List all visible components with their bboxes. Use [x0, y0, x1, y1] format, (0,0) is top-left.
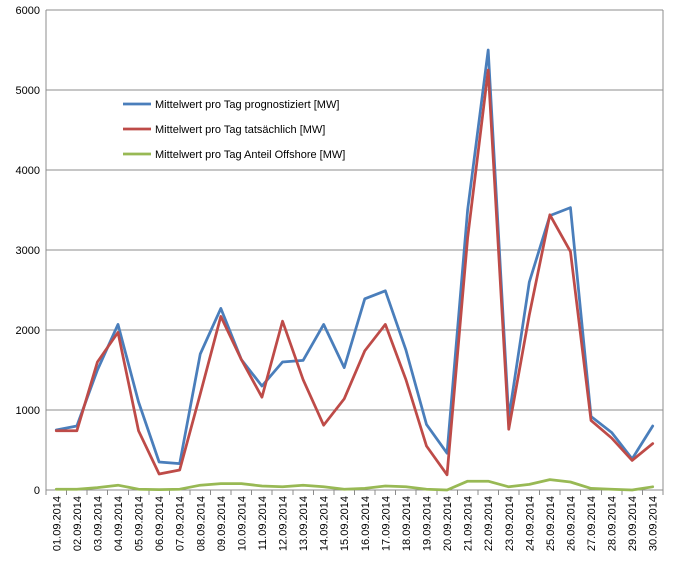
x-tick-label: 13.09.2014 — [298, 496, 310, 551]
x-tick-label: 27.09.2014 — [586, 496, 598, 551]
x-tick-label: 07.09.2014 — [175, 496, 187, 551]
x-tick-label: 14.09.2014 — [319, 496, 331, 551]
x-tick-label: 22.09.2014 — [483, 496, 495, 551]
legend-label: Mittelwert pro Tag prognostiziert [MW] — [155, 99, 339, 111]
x-tick-label: 28.09.2014 — [607, 496, 619, 551]
x-tick-label: 29.09.2014 — [627, 496, 639, 551]
x-tick-label: 20.09.2014 — [442, 496, 454, 551]
grid — [46, 9, 663, 411]
x-tick-label: 21.09.2014 — [463, 496, 475, 551]
y-tick-label: 6000 — [16, 5, 40, 17]
x-tick-label: 01.09.2014 — [51, 496, 63, 551]
x-tick-label: 08.09.2014 — [195, 496, 207, 551]
y-tick-label: 2000 — [16, 325, 40, 337]
series-line-1 — [54, 48, 655, 465]
axes: 0 1000 2000 3000 4000 5000 6000 01.09.2014 02.09… — [16, 5, 664, 551]
legend-label: Mittelwert pro Tag Anteil Offshore [MW] — [155, 149, 345, 161]
x-tick-label: 05.09.2014 — [134, 496, 146, 551]
x-tick-label: 03.09.2014 — [92, 496, 104, 551]
x-tick-label: 17.09.2014 — [380, 496, 392, 551]
series-line-2 — [54, 68, 655, 477]
y-tick-label: 3000 — [16, 245, 40, 257]
series-line-3 — [54, 478, 655, 492]
x-tick-label: 02.09.2014 — [72, 496, 84, 551]
x-tick-label: 30.09.2014 — [648, 496, 660, 551]
x-tick-label: 12.09.2014 — [278, 496, 290, 551]
y-tick-label: 0 — [34, 485, 40, 497]
y-tick-label: 1000 — [16, 405, 40, 417]
x-tick-label: 09.09.2014 — [216, 496, 228, 551]
x-tick-label: 18.09.2014 — [401, 496, 413, 551]
x-tick-label: 16.09.2014 — [360, 496, 372, 551]
x-tick-label: 25.09.2014 — [545, 496, 557, 551]
x-tick-label: 06.09.2014 — [154, 496, 166, 551]
x-tick-label: 23.09.2014 — [504, 496, 516, 551]
legend-label: Mittelwert pro Tag tatsächlich [MW] — [155, 124, 325, 136]
x-tick-label: 26.09.2014 — [565, 496, 577, 551]
x-tick-label: 24.09.2014 — [524, 496, 536, 551]
y-tick-label: 5000 — [16, 85, 40, 97]
x-tick-label: 04.09.2014 — [113, 496, 125, 551]
x-tick-label: 11.09.2014 — [257, 496, 269, 550]
legend: Mittelwert pro Tag prognostiziert [MW] Mi… — [123, 99, 345, 161]
x-tick-label: 10.09.2014 — [236, 496, 248, 551]
series-lines — [54, 48, 655, 492]
x-tick-label: 19.09.2014 — [421, 496, 433, 551]
y-tick-label: 4000 — [16, 165, 40, 177]
x-tick-label: 15.09.2014 — [339, 496, 351, 551]
